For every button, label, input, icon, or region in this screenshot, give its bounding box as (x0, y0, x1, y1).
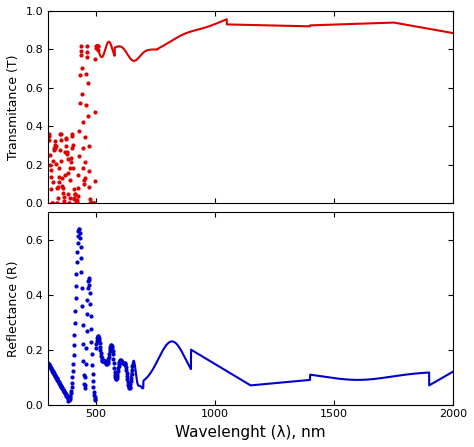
X-axis label: Wavelenght (λ), nm: Wavelenght (λ), nm (175, 425, 326, 440)
Y-axis label: Transmitance (T): Transmitance (T) (7, 55, 20, 160)
Y-axis label: Reflectance (R): Reflectance (R) (7, 260, 20, 357)
